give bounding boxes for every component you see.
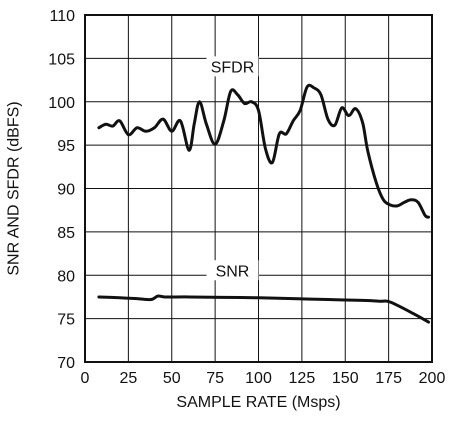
y-tick-label: 90 — [57, 182, 75, 199]
x-tick-label: 25 — [119, 370, 137, 387]
y-tick-label: 95 — [57, 138, 75, 155]
x-tick-label: 150 — [332, 370, 359, 387]
x-tick-label: 100 — [245, 370, 272, 387]
y-tick-label: 80 — [57, 268, 75, 285]
series-lines — [97, 83, 431, 324]
grid — [85, 15, 432, 362]
y-tick-label: 110 — [49, 8, 75, 25]
sfdr-series-label: SFDR — [211, 59, 255, 76]
x-tick-label: 50 — [163, 370, 181, 387]
x-tick-label: 75 — [206, 370, 224, 387]
x-tick-label: 0 — [81, 370, 90, 387]
x-tick-label: 175 — [375, 370, 402, 387]
y-tick-label: 105 — [48, 51, 75, 68]
y-tick-label: 70 — [57, 355, 75, 372]
snr-series-line — [97, 294, 431, 324]
snr-label-background — [206, 260, 259, 281]
tick-labels: 0 25 50 75 100 125 150 175 200 70 75 80 85 90 95 100 105… — [48, 8, 445, 387]
snr-series-label: SNR — [216, 263, 250, 280]
sfdr-series-line — [97, 83, 431, 219]
plot-frame — [84, 14, 433, 363]
x-axis-title: SAMPLE RATE (Msps) — [176, 394, 340, 411]
x-tick-label: 125 — [289, 370, 316, 387]
series-labels: SFDR SNR — [206, 56, 259, 281]
sfdr-label-background — [206, 56, 259, 77]
y-tick-label: 85 — [57, 225, 75, 242]
y-tick-label: 100 — [48, 95, 75, 112]
y-tick-label: 75 — [57, 312, 75, 329]
x-tick-label: 200 — [419, 370, 446, 387]
y-axis-title: SNR AND SFDR (dBFS) — [6, 101, 23, 275]
